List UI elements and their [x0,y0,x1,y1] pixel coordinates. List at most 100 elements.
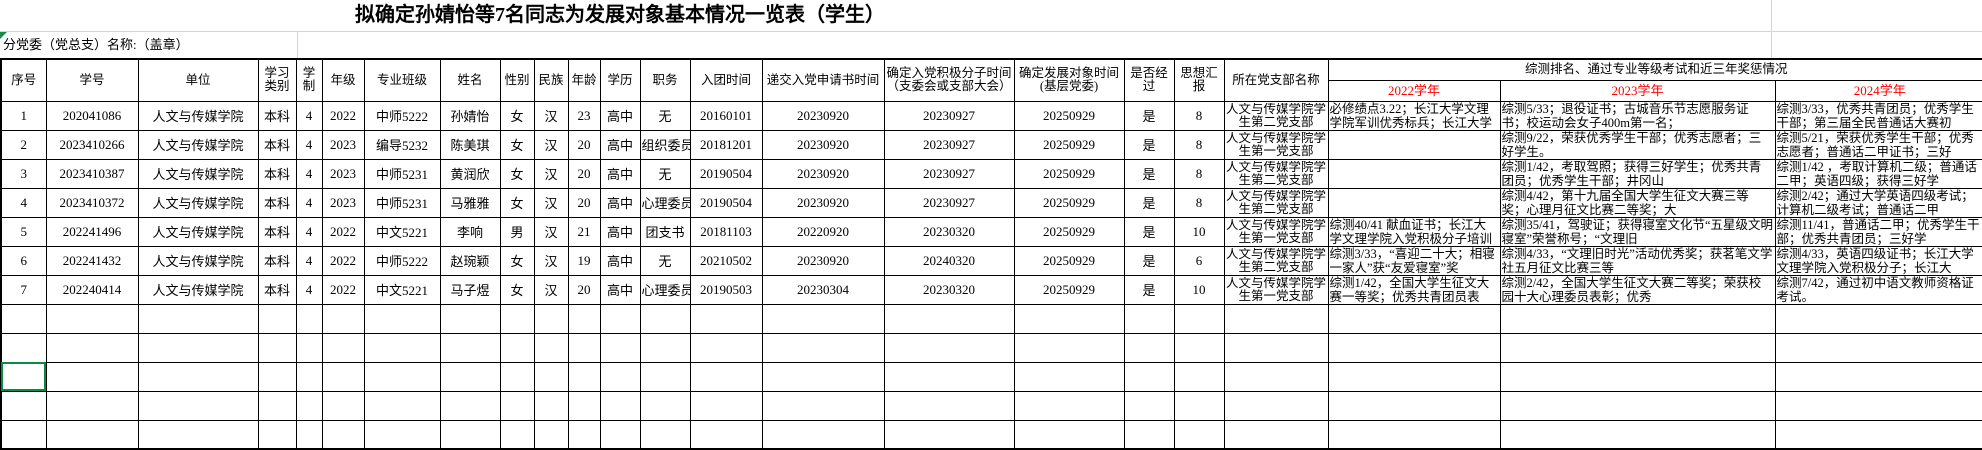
empty-cell[interactable] [1224,362,1328,391]
cell-edu[interactable]: 高中 [600,188,640,217]
cell-reports[interactable]: 6 [1174,246,1224,275]
cell-age[interactable]: 23 [568,101,600,130]
empty-cell[interactable] [1174,391,1224,420]
cell-candidate[interactable]: 20250929 [1014,275,1124,304]
header-duty[interactable]: 职务 [640,59,690,101]
empty-cell[interactable] [1224,420,1328,449]
cell-y2024[interactable]: 综测2/42；通过大学英语四级考试；计算机二级考试；普通话二甲 [1775,188,1982,217]
empty-cell[interactable] [690,420,762,449]
cell-branch[interactable]: 人文与传媒学院学生第二党支部 [1224,246,1328,275]
cell-duty[interactable]: 心理委员 [640,188,690,217]
cell-unit[interactable]: 人文与传媒学院 [138,188,258,217]
empty-cell[interactable] [1124,304,1174,333]
cell-passed[interactable]: 是 [1124,101,1174,130]
cell-activist[interactable]: 20230927 [884,101,1014,130]
cell-years[interactable]: 4 [296,159,322,188]
empty-cell[interactable] [1328,391,1500,420]
cell-y2024[interactable]: 综测1/42 ，考取计算机二级；普通话二甲；英语四级；获得三好学 [1775,159,1982,188]
empty-cell[interactable] [600,362,640,391]
cell-grade[interactable]: 2022 [322,101,364,130]
empty-cell[interactable] [322,304,364,333]
cell-apply[interactable]: 20230304 [762,275,884,304]
cell-gender[interactable]: 女 [500,159,534,188]
empty-cell[interactable] [258,304,296,333]
cell-age[interactable]: 21 [568,217,600,246]
empty-cell[interactable] [364,362,440,391]
empty-cell[interactable] [568,333,600,362]
empty-cell[interactable] [440,333,500,362]
cell-ethnic[interactable]: 汉 [534,101,568,130]
cell-gender[interactable]: 女 [500,101,534,130]
cell-candidate[interactable]: 20250929 [1014,246,1124,275]
empty-cell[interactable] [500,362,534,391]
cell-years[interactable]: 4 [296,275,322,304]
empty-cell[interactable] [364,304,440,333]
cell-passed[interactable]: 是 [1124,130,1174,159]
header-name[interactable]: 姓名 [440,59,500,101]
empty-cell[interactable] [1775,362,1982,391]
empty-cell[interactable] [1,420,46,449]
cell-edu[interactable]: 高中 [600,246,640,275]
empty-cell[interactable] [138,333,258,362]
cell-candidate[interactable]: 20250929 [1014,101,1124,130]
cell-seq[interactable]: 2 [1,130,46,159]
cell-name[interactable]: 孙婧怡 [440,101,500,130]
header-application-date[interactable]: 递交入党申请书时间 [762,59,884,101]
header-major-class[interactable]: 专业班级 [364,59,440,101]
cell-activist[interactable]: 20240320 [884,246,1014,275]
cell-sid[interactable]: 202240414 [46,275,138,304]
header-activist-date[interactable]: 确定入党积极分子时间（支委会或支部大会） [884,59,1014,101]
cell-seq[interactable]: 5 [1,217,46,246]
cell-category[interactable]: 本科 [258,246,296,275]
header-league-join-date[interactable]: 入团时间 [690,59,762,101]
cell-unit[interactable]: 人文与传媒学院 [138,246,258,275]
cell-activist[interactable]: 20230320 [884,275,1014,304]
cell-y2023[interactable]: 综测4/33，“文理旧时光”活动优秀奖；获茗笔文学社五月征文比赛三等 [1500,246,1775,275]
cell-years[interactable]: 4 [296,101,322,130]
cell-apply[interactable]: 20230920 [762,188,884,217]
cell-age[interactable]: 19 [568,246,600,275]
empty-cell[interactable] [600,420,640,449]
empty-cell[interactable] [690,391,762,420]
cell-ethnic[interactable]: 汉 [534,217,568,246]
cell-apply[interactable]: 20230920 [762,246,884,275]
cell-grade[interactable]: 2023 [322,130,364,159]
cell-name[interactable]: 黄润欣 [440,159,500,188]
empty-cell[interactable] [364,420,440,449]
empty-cell[interactable] [884,362,1014,391]
cell-seq[interactable]: 4 [1,188,46,217]
empty-cell[interactable] [762,333,884,362]
cell-branch[interactable]: 人文与传媒学院学生第二党支部 [1224,188,1328,217]
cell-age[interactable]: 20 [568,130,600,159]
empty-cell[interactable] [1328,304,1500,333]
empty-cell[interactable] [640,362,690,391]
empty-cell[interactable] [1174,333,1224,362]
empty-cell[interactable] [534,420,568,449]
empty-cell[interactable] [296,420,322,449]
empty-cell[interactable] [46,333,138,362]
cell-age[interactable]: 20 [568,159,600,188]
cell-sid[interactable]: 2023410266 [46,130,138,159]
empty-cell[interactable] [138,391,258,420]
cell-reports[interactable]: 8 [1174,188,1224,217]
cell-grade[interactable]: 2023 [322,159,364,188]
cell-unit[interactable]: 人文与传媒学院 [138,101,258,130]
cell-name[interactable]: 李响 [440,217,500,246]
empty-cell[interactable] [138,304,258,333]
empty-cell[interactable] [1,304,46,333]
cell-category[interactable]: 本科 [258,101,296,130]
cell-y2024[interactable]: 综测3/33，优秀共青团员；优秀学生干部；第三届全民普通话大赛初 [1775,101,1982,130]
cell-y2022[interactable]: 综测3/33，“喜迎二十大；相寝一家人”获“友爱寝室”奖 [1328,246,1500,275]
empty-cell[interactable] [1014,420,1124,449]
cell-category[interactable]: 本科 [258,130,296,159]
empty-cell[interactable] [534,362,568,391]
cell-reports[interactable]: 8 [1174,159,1224,188]
empty-cell[interactable] [640,420,690,449]
cell-y2022[interactable]: 必修绩点3.22；长江大学文理学院军训优秀标兵；长江大学 [1328,101,1500,130]
empty-cell[interactable] [568,420,600,449]
empty-cell[interactable] [884,304,1014,333]
empty-cell[interactable] [568,391,600,420]
empty-cell[interactable] [640,304,690,333]
cell-gender[interactable]: 男 [500,217,534,246]
cell-passed[interactable]: 是 [1124,275,1174,304]
